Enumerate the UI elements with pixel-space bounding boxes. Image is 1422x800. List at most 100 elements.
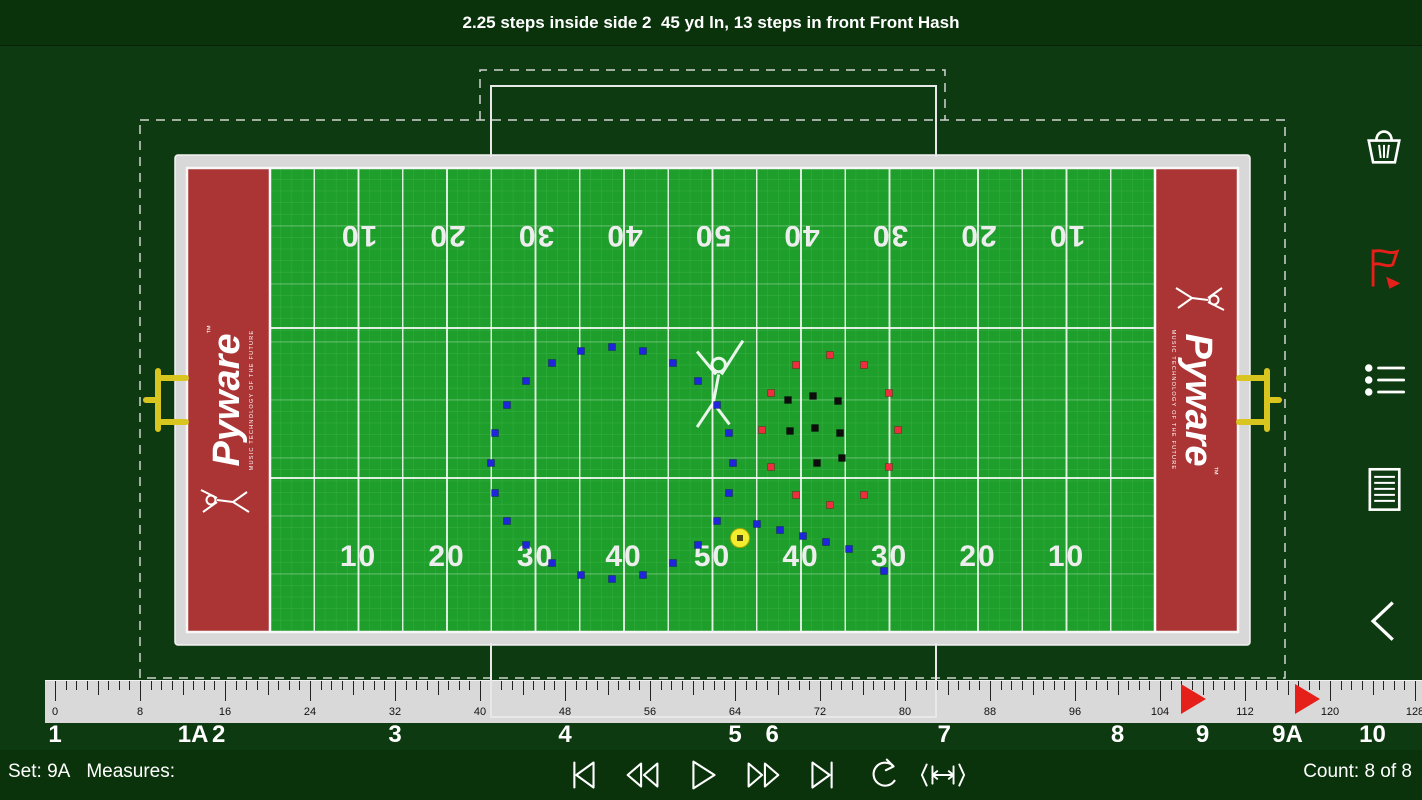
- performer-dot[interactable]: [809, 392, 817, 400]
- count-number: 104: [1150, 706, 1170, 718]
- document-icon: [1368, 467, 1401, 511]
- page-turn-marker[interactable]: [1181, 684, 1207, 714]
- fast-forward-button[interactable]: [740, 752, 786, 798]
- performer-dot[interactable]: [799, 532, 807, 540]
- endzone-left: [187, 168, 270, 632]
- tool-list-button[interactable]: [1356, 352, 1412, 408]
- status-left: Set: 9A Measures:: [8, 761, 191, 783]
- performer-dot[interactable]: [713, 517, 721, 525]
- performer-dot[interactable]: [767, 463, 775, 471]
- set-label-8[interactable]: 8: [1110, 721, 1125, 748]
- performer-dot[interactable]: [786, 427, 794, 435]
- performer-dot[interactable]: [725, 429, 733, 437]
- performer-dot[interactable]: [669, 559, 677, 567]
- yard-number: 10: [340, 540, 377, 573]
- set-label-3[interactable]: 3: [388, 721, 402, 748]
- yard-number: 20: [959, 540, 996, 573]
- performer-dot[interactable]: [491, 429, 499, 437]
- performer-dot[interactable]: [758, 426, 766, 434]
- performer-dot[interactable]: [503, 517, 511, 525]
- set-label-9A[interactable]: 9A: [1272, 721, 1303, 748]
- performer-dot[interactable]: [860, 491, 868, 499]
- performer-dot[interactable]: [885, 463, 893, 471]
- performer-dot[interactable]: [836, 429, 844, 437]
- performer-dot[interactable]: [845, 545, 853, 553]
- performer-dot[interactable]: [813, 459, 821, 467]
- count-number: 128: [1405, 706, 1422, 718]
- performer-dot[interactable]: [694, 377, 702, 385]
- performer-dot[interactable]: [491, 489, 499, 497]
- performer-dot[interactable]: [577, 571, 585, 579]
- set-label-5[interactable]: 5: [728, 721, 742, 748]
- rewind-button[interactable]: [620, 752, 666, 798]
- sidebar-collapse-button[interactable]: [1356, 592, 1412, 648]
- performer-dot[interactable]: [776, 526, 784, 534]
- performer-dot[interactable]: [822, 538, 830, 546]
- performer-dot[interactable]: [792, 361, 800, 369]
- performer-dot[interactable]: [860, 361, 868, 369]
- performer-dot[interactable]: [669, 359, 677, 367]
- pyware-logo-text: Pyware: [206, 333, 248, 466]
- count-indicator: Count: 8 of 8: [1303, 761, 1412, 782]
- performer-dot[interactable]: [811, 424, 819, 432]
- set-label-6[interactable]: 6: [765, 721, 779, 748]
- performer-dot[interactable]: [522, 541, 530, 549]
- count-number: 96: [1068, 706, 1082, 718]
- performer-dot[interactable]: [834, 397, 842, 405]
- performer-dot[interactable]: [880, 567, 888, 575]
- set-label-2[interactable]: 2: [211, 721, 226, 748]
- performer-dot[interactable]: [503, 401, 511, 409]
- set-label-1A[interactable]: 1A: [177, 721, 209, 748]
- performer-dot[interactable]: [713, 401, 721, 409]
- performer-dot[interactable]: [838, 454, 846, 462]
- endzone-right: [1155, 168, 1238, 632]
- performer-dot[interactable]: [784, 396, 792, 404]
- performer-dot[interactable]: [577, 347, 585, 355]
- performer-dot[interactable]: [894, 426, 902, 434]
- performer-dot[interactable]: [608, 575, 616, 583]
- loop-button[interactable]: [860, 752, 906, 798]
- endzone-logo-right: Pyware ™ MUSIC TECHNOLOGY OF THE FUTURE: [1170, 287, 1225, 475]
- skip-to-start-button[interactable]: [560, 752, 606, 798]
- performer-dot[interactable]: [608, 343, 616, 351]
- performer-dot[interactable]: [639, 571, 647, 579]
- performer-dot[interactable]: [767, 389, 775, 397]
- timeline-ruler[interactable]: 0 8 16 24 32 40 48 56 64 72 80 88 96 104 112 120 128: [45, 680, 1422, 723]
- performer-dot[interactable]: [826, 501, 834, 509]
- set-label-1[interactable]: 1: [48, 721, 62, 748]
- performer-dot[interactable]: [639, 347, 647, 355]
- pyware-logo-text: Pyware: [1177, 333, 1219, 466]
- yard-number: 40: [782, 219, 819, 252]
- tool-document-button[interactable]: [1356, 462, 1412, 518]
- performer-dot[interactable]: [729, 459, 737, 467]
- performer-dot[interactable]: [792, 491, 800, 499]
- performer-dot[interactable]: [753, 520, 761, 528]
- set-label-9[interactable]: 9: [1195, 721, 1210, 748]
- goal-post-left-icon: [143, 368, 189, 432]
- performer-dot[interactable]: [694, 541, 702, 549]
- performer-dot[interactable]: [548, 359, 556, 367]
- performer-dot[interactable]: [522, 377, 530, 385]
- loop-icon: [872, 758, 896, 787]
- set-label-4[interactable]: 4: [558, 721, 572, 748]
- performer-dot[interactable]: [548, 559, 556, 567]
- skip-to-end-icon: [811, 761, 833, 789]
- skip-to-end-button[interactable]: [800, 752, 846, 798]
- play-button[interactable]: [680, 752, 726, 798]
- play-icon: [692, 760, 716, 790]
- set-label-10[interactable]: 10: [1359, 721, 1386, 748]
- tool-basket-button[interactable]: [1356, 118, 1412, 174]
- performer-dots: [487, 343, 902, 583]
- page-turn-marker[interactable]: [1294, 684, 1320, 714]
- performer-dot[interactable]: [826, 351, 834, 359]
- count-number: 8: [136, 706, 144, 718]
- tool-flag-button[interactable]: [1356, 240, 1412, 296]
- set-label-7[interactable]: 7: [937, 721, 951, 748]
- fit-width-button[interactable]: [920, 752, 966, 798]
- performer-dot[interactable]: [487, 459, 495, 467]
- performer-dot[interactable]: [885, 389, 893, 397]
- performer-dot[interactable]: [725, 489, 733, 497]
- skip-to-start-icon: [573, 761, 595, 789]
